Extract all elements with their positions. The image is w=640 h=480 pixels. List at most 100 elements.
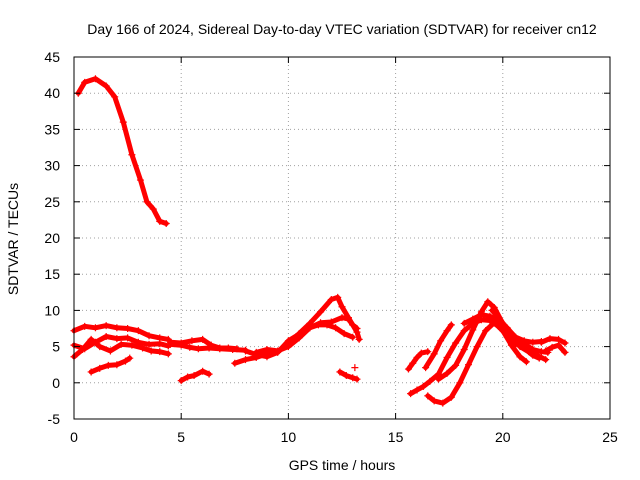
data-point	[516, 343, 524, 351]
data-point	[177, 341, 185, 349]
data-point	[512, 333, 520, 341]
series-line	[436, 299, 549, 382]
series-track-21	[542, 341, 569, 356]
data-point	[344, 315, 352, 323]
data-point	[87, 335, 95, 343]
data-point	[263, 345, 271, 353]
data-point	[424, 392, 432, 400]
data-point	[407, 390, 415, 398]
series-track-20	[537, 335, 569, 347]
data-point	[413, 353, 421, 361]
data-point	[349, 333, 357, 341]
x-tick-label: 10	[281, 429, 297, 445]
data-point	[561, 339, 569, 347]
series-track-4	[70, 335, 172, 361]
y-tick-label: 0	[52, 375, 60, 391]
data-point	[460, 327, 468, 335]
data-point	[156, 217, 164, 225]
data-point	[443, 369, 451, 377]
data-point	[199, 367, 207, 375]
data-point	[147, 347, 155, 355]
series-line	[543, 342, 568, 355]
data-point	[349, 374, 357, 382]
data-point	[336, 368, 344, 376]
data-point	[430, 350, 438, 358]
data-point	[484, 298, 492, 306]
x-tick-label: 0	[70, 429, 78, 445]
series-line	[337, 369, 360, 382]
data-point	[87, 368, 95, 376]
data-point	[469, 315, 477, 323]
data-point	[145, 332, 153, 340]
data-point	[434, 375, 442, 383]
data-point	[409, 359, 417, 367]
data-point	[522, 358, 530, 366]
data-point	[188, 337, 196, 345]
data-point	[102, 82, 110, 90]
data-point	[96, 364, 104, 372]
data-point	[274, 347, 282, 355]
data-point	[555, 341, 563, 349]
data-point	[263, 353, 271, 361]
data-point	[486, 312, 494, 320]
data-point	[353, 375, 361, 383]
data-point	[199, 335, 207, 343]
data-point	[134, 327, 142, 335]
data-point	[460, 345, 468, 353]
data-point	[482, 327, 490, 335]
y-tick-label: 15	[44, 266, 60, 282]
data-point	[507, 341, 515, 349]
data-point	[542, 356, 550, 364]
x-tick-label: 25	[602, 429, 618, 445]
data-point	[332, 324, 340, 332]
data-point	[149, 205, 157, 213]
data-point	[529, 345, 537, 353]
data-point	[156, 348, 164, 356]
data-point	[477, 311, 485, 319]
plot-frame	[73, 56, 611, 420]
series-track-15	[422, 321, 455, 372]
data-point	[121, 357, 129, 365]
data-point	[327, 318, 335, 326]
data-point	[166, 340, 174, 348]
data-point	[422, 364, 430, 372]
data-point	[317, 308, 325, 316]
series-line	[538, 336, 568, 346]
y-tick-label: 40	[44, 85, 60, 101]
data-point	[439, 399, 447, 407]
data-point	[164, 350, 172, 358]
data-point	[327, 296, 335, 304]
data-point	[156, 340, 164, 348]
chart-title: Day 166 of 2024, Sidereal Day-to-day VTE…	[87, 21, 597, 37]
data-point	[317, 319, 325, 327]
data-point	[456, 379, 464, 387]
data-point	[306, 324, 314, 332]
data-point	[340, 330, 348, 338]
data-point	[111, 93, 119, 101]
data-point	[338, 303, 346, 311]
x-tick-label: 5	[177, 429, 185, 445]
data-point	[102, 322, 110, 330]
data-point	[186, 343, 194, 351]
data-point	[447, 393, 455, 401]
data-point	[443, 327, 451, 335]
x-tick-labels: 0 5 10 15 20 25	[70, 429, 618, 445]
data-point	[117, 340, 125, 348]
y-tick-label: 5	[52, 339, 60, 355]
data-point	[106, 347, 114, 355]
data-point	[128, 151, 136, 159]
y-tick-labels: -5 0 5 10 15 20 25 30 35 40 45	[44, 49, 60, 427]
y-tick-label: 20	[44, 230, 60, 246]
data-point	[145, 340, 153, 348]
data-point	[119, 118, 127, 126]
data-point	[338, 314, 346, 322]
data-point	[443, 353, 451, 361]
data-point	[242, 356, 250, 364]
data-point	[102, 332, 110, 340]
data-point	[104, 361, 112, 369]
data-point	[162, 220, 170, 228]
data-point	[128, 341, 136, 349]
y-tick-label: 10	[44, 302, 60, 318]
data-point	[546, 335, 554, 343]
data-point	[284, 343, 292, 351]
